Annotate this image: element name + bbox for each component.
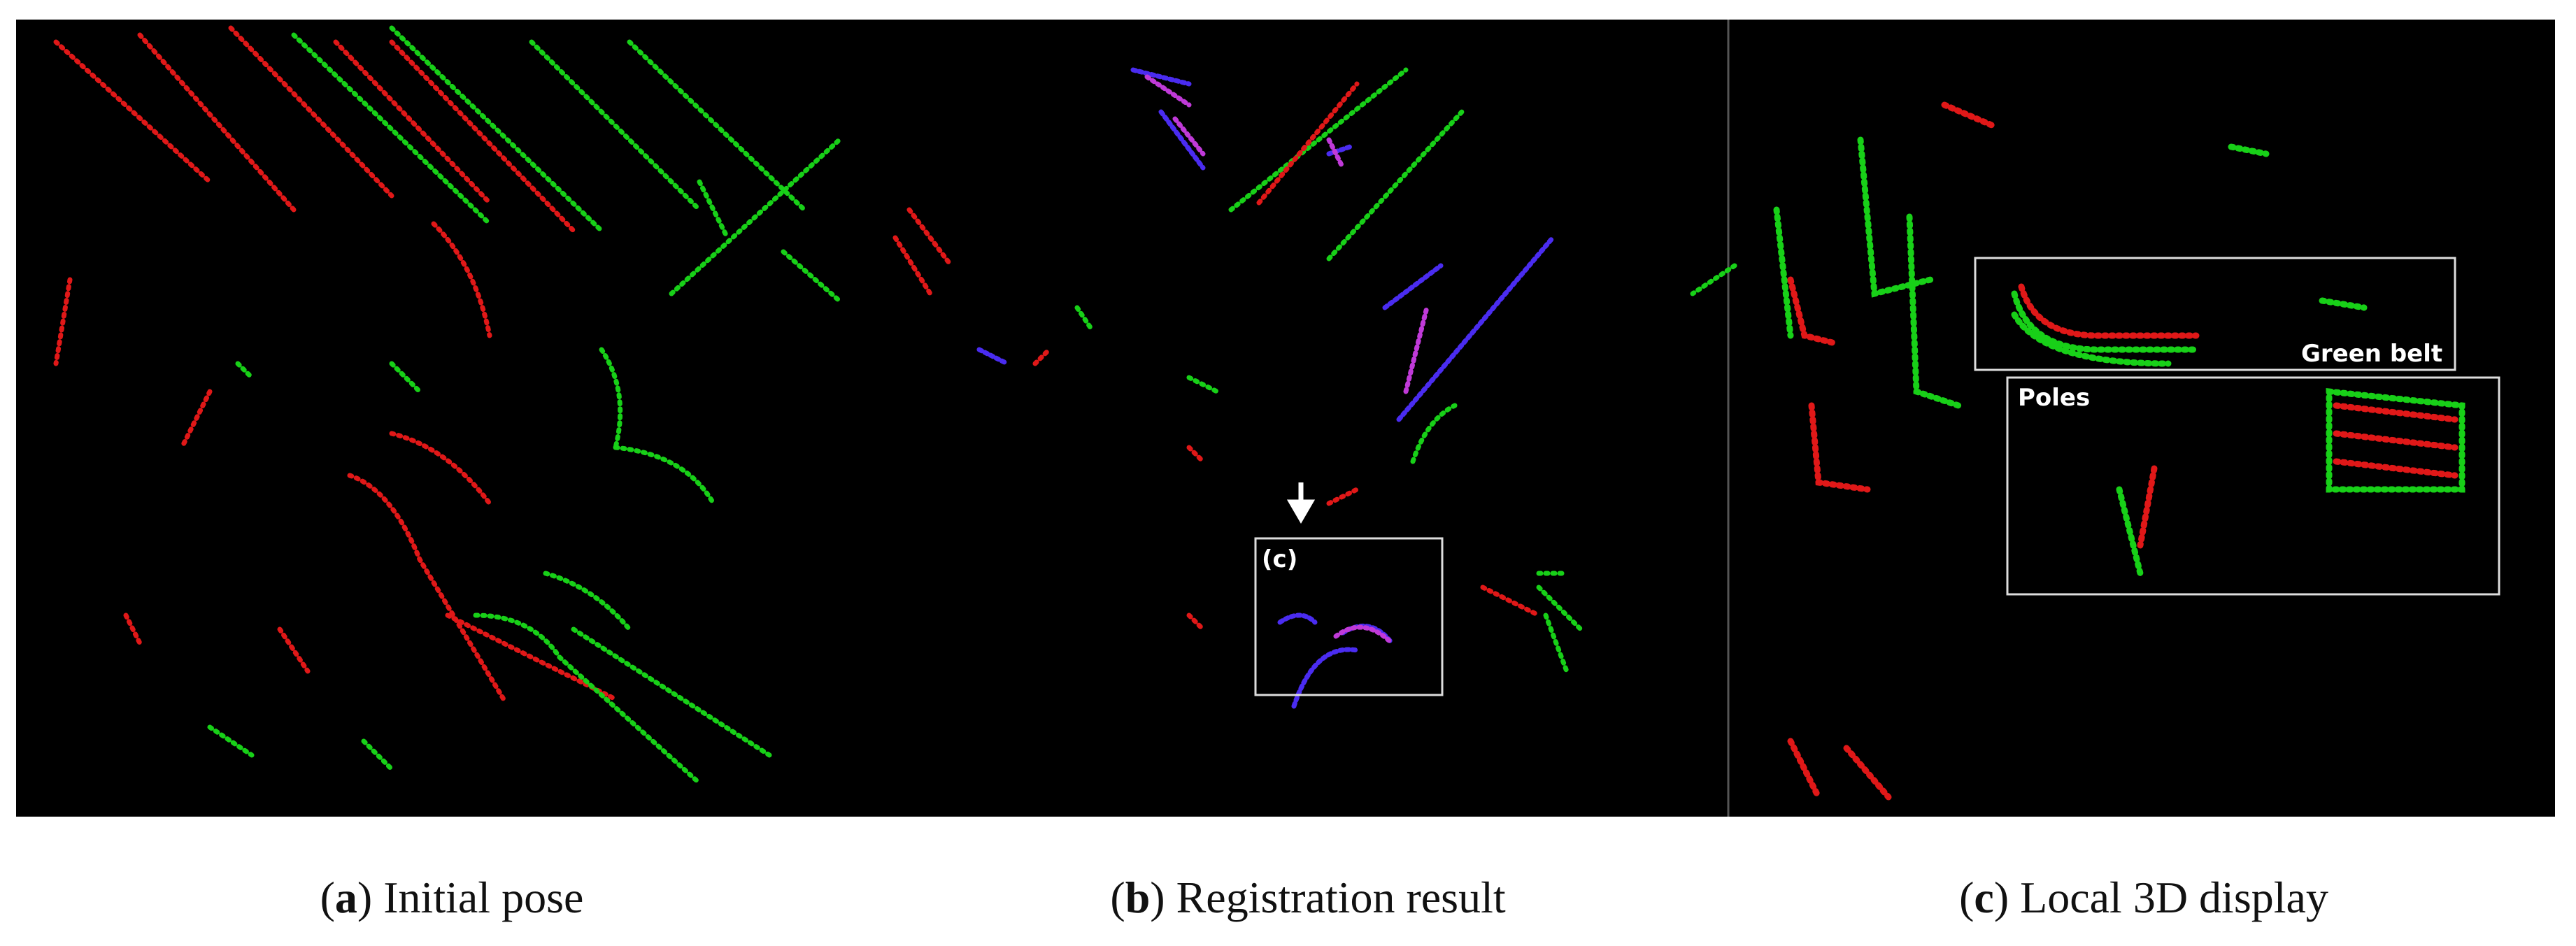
zoom-box bbox=[1254, 537, 1444, 696]
green-belt-box bbox=[1974, 257, 2456, 371]
point-cloud-a bbox=[53, 25, 842, 786]
caption-letter: c bbox=[1974, 873, 1993, 922]
image-background bbox=[16, 20, 2555, 817]
caption-open: ( bbox=[1959, 873, 1974, 922]
poles-box bbox=[2006, 376, 2500, 596]
caption-letter: b bbox=[1125, 873, 1151, 922]
caption-open: ( bbox=[320, 873, 335, 922]
point-cloud-c bbox=[1773, 101, 2465, 801]
caption-text: ) Local 3D display bbox=[1994, 873, 2328, 922]
caption-text: ) Registration result bbox=[1150, 873, 1506, 922]
point-cloud-b bbox=[892, 67, 1737, 709]
caption-text: ) Initial pose bbox=[357, 873, 583, 922]
caption-letter: a bbox=[335, 873, 357, 922]
zoom-box-label: (c) bbox=[1262, 545, 1297, 573]
poles-label: Poles bbox=[2018, 384, 2090, 412]
caption-b: (b) Registration result bbox=[1110, 873, 1505, 922]
green-belt-label: Green belt bbox=[2301, 340, 2442, 368]
arrow bbox=[1286, 482, 1316, 524]
caption-open: ( bbox=[1110, 873, 1125, 922]
caption-a: (a) Initial pose bbox=[320, 873, 584, 922]
caption-c: (c) Local 3D display bbox=[1959, 873, 2328, 922]
